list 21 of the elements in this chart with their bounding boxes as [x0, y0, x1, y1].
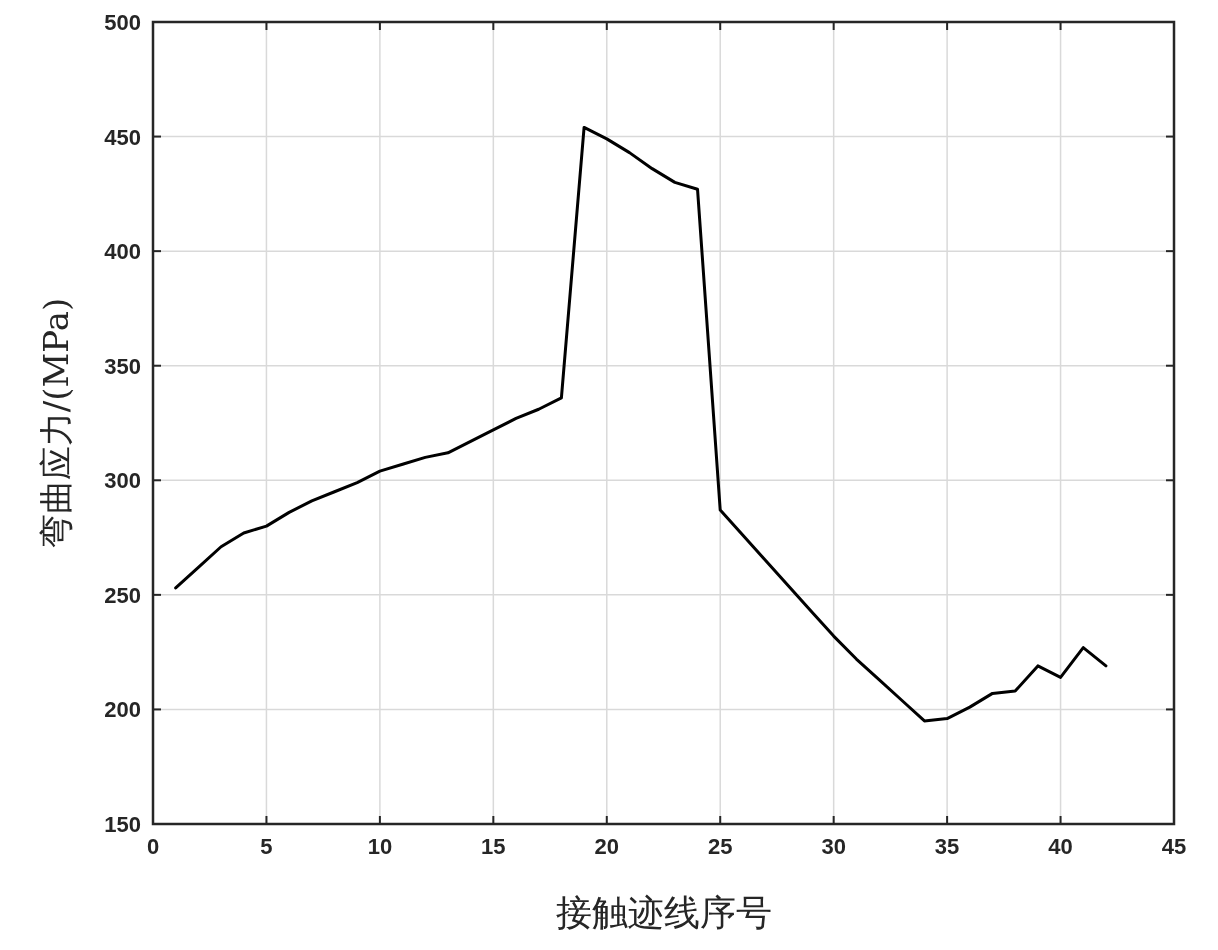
- y-axis-title: 弯曲应力/(MPa): [36, 297, 76, 549]
- x-tick-label: 45: [1161, 834, 1187, 859]
- x-tick-label: 30: [821, 834, 846, 859]
- y-tick-label: 150: [104, 812, 141, 837]
- x-tick-label: 10: [367, 834, 393, 859]
- x-tick-label: 15: [481, 834, 506, 859]
- x-axis-title: 接触迹线序号: [555, 892, 772, 933]
- y-tick-label: 400: [104, 239, 141, 265]
- x-tick-label: 25: [707, 834, 733, 859]
- x-tick-label: 40: [1048, 834, 1073, 859]
- y-tick-label: 250: [104, 582, 141, 608]
- y-tick-label: 350: [104, 353, 141, 379]
- line-series: [174, 125, 1108, 723]
- x-tick-label: 20: [594, 834, 620, 859]
- y-tick-label: 300: [104, 468, 141, 494]
- x-tick-label: 35: [934, 834, 960, 859]
- y-tick-label: 450: [104, 124, 141, 150]
- x-tick-label: 0: [146, 834, 160, 859]
- y-tick-label: 200: [104, 697, 141, 723]
- x-tick-label: 5: [260, 834, 273, 859]
- y-tick-label: 500: [104, 10, 141, 35]
